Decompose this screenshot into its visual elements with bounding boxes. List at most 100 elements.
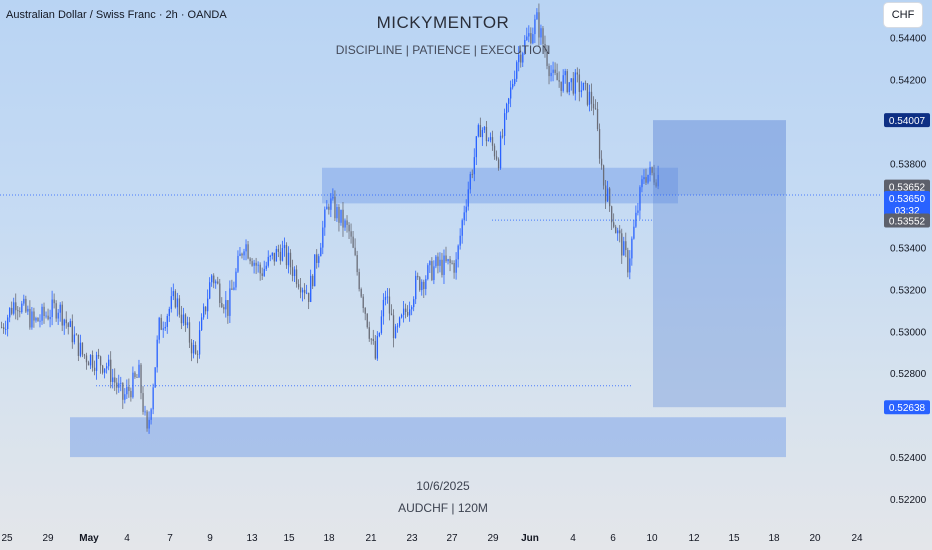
candle-body: [619, 230, 621, 234]
candle-body: [79, 342, 82, 356]
candle-body: [57, 312, 59, 319]
candle-body: [158, 317, 160, 340]
candle-body: [148, 419, 150, 429]
candle-body: [106, 366, 108, 369]
price-tag-ask: 0.53652: [884, 179, 930, 194]
candle-body: [497, 159, 500, 169]
candle-body: [85, 355, 88, 363]
candle-body: [572, 78, 574, 94]
candle-body: [142, 393, 144, 412]
candle-body: [134, 372, 136, 378]
symbol-header[interactable]: Australian Dollar / Swiss Franc · 2h · O…: [6, 9, 227, 21]
position-layer: [653, 120, 786, 408]
candle-body: [15, 302, 17, 311]
candle-body: [346, 220, 348, 225]
y-tick-label: 0.53800: [890, 160, 927, 171]
x-tick-label: 6: [610, 533, 616, 544]
candle-body: [130, 391, 132, 398]
candle-body: [457, 245, 459, 260]
candle-body: [257, 264, 259, 266]
candle-body: [550, 72, 552, 77]
candle-body: [13, 302, 15, 314]
candle-body: [402, 308, 405, 315]
candles-layer: [1, 3, 659, 434]
candle-body: [352, 236, 354, 248]
candle-body: [400, 314, 403, 318]
candle-body: [493, 145, 496, 157]
demand-zone: [70, 417, 786, 458]
candle-body: [35, 317, 37, 321]
candle-body: [61, 304, 63, 326]
candle-body: [93, 367, 96, 371]
x-tick-label: 9: [207, 533, 213, 544]
price-tag-value: 0.52638: [889, 403, 926, 414]
candle-body: [225, 300, 227, 310]
candle-body: [495, 156, 498, 160]
candle-body: [475, 136, 477, 158]
candle-body: [596, 108, 599, 130]
candle-body: [604, 185, 607, 202]
candle-body: [360, 289, 362, 297]
candle-body: [314, 254, 316, 287]
watermark-symbol: AUDCHF | 120M: [398, 501, 488, 515]
candle-body: [362, 296, 364, 309]
candle-body: [221, 302, 223, 308]
candle-body: [506, 103, 508, 114]
candle-body: [631, 238, 633, 259]
candle-body: [122, 382, 124, 400]
candle-body: [576, 72, 578, 75]
candle-body: [198, 330, 201, 355]
candle-body: [267, 256, 269, 266]
candle-body: [554, 69, 556, 73]
candle-body: [33, 311, 35, 321]
candle-body: [356, 255, 358, 273]
candle-body: [526, 36, 528, 41]
candle-body: [459, 235, 461, 246]
candle-body: [396, 325, 399, 327]
candle-body: [372, 338, 374, 342]
candle-body: [461, 220, 463, 236]
candle-body: [219, 283, 221, 303]
watermark-subtitle: DISCIPLINE | PATIENCE | EXECUTION: [335, 43, 551, 57]
candle-body: [586, 83, 589, 105]
candle-body: [295, 269, 298, 285]
candle-body: [568, 82, 570, 93]
candle-body: [615, 226, 617, 234]
candle-body: [249, 258, 251, 262]
candle-body: [439, 259, 441, 266]
candle-body: [625, 241, 627, 251]
candle-body: [150, 409, 152, 420]
price-tag-value: 0.53650: [889, 194, 926, 205]
candle-body: [229, 288, 231, 316]
candle-body: [89, 354, 92, 366]
candle-body: [25, 298, 27, 312]
candle-body: [146, 411, 148, 429]
candle-body: [447, 259, 449, 262]
x-tick-label: 20: [809, 533, 821, 544]
candle-body: [233, 287, 235, 290]
y-tick-label: 0.53400: [890, 243, 927, 254]
candle-body: [55, 303, 57, 319]
candle-body: [326, 206, 328, 210]
time-axis: 25 29 May 4 7 9 13 15 18 21 23 27 29 Jun 4 6 10 12 15 18 20 2…: [1, 533, 863, 544]
candle-body: [508, 98, 510, 104]
candle-body: [411, 307, 413, 310]
x-tick-label: 15: [283, 533, 295, 544]
y-tick-label: 0.52800: [890, 369, 927, 380]
candle-body: [102, 365, 104, 373]
candle-body: [530, 33, 532, 44]
x-tick-label: 18: [768, 533, 780, 544]
candle-body: [174, 291, 177, 308]
candle-body: [180, 314, 183, 324]
price-tag-target: 0.54007: [884, 113, 930, 128]
currency-button[interactable]: CHF: [884, 3, 922, 27]
candle-body: [223, 307, 225, 310]
candle-body: [301, 289, 304, 293]
candle-body: [641, 179, 643, 188]
candle-body: [560, 81, 562, 91]
candle-body: [613, 222, 615, 227]
